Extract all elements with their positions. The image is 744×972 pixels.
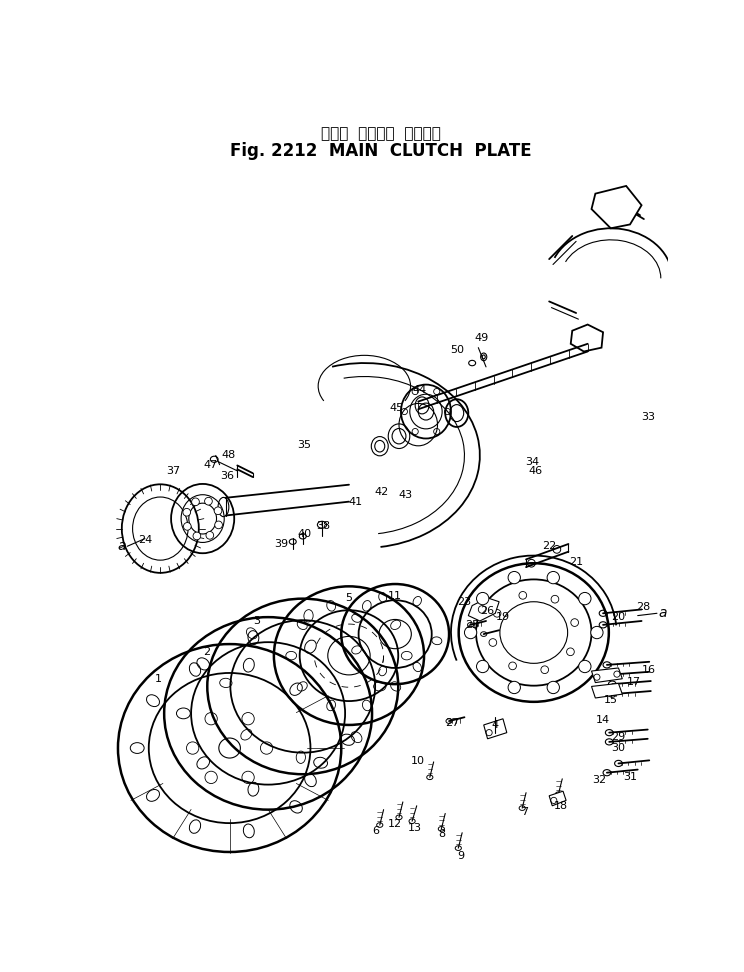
Circle shape xyxy=(464,626,477,639)
Text: 5: 5 xyxy=(345,593,353,603)
Circle shape xyxy=(476,660,489,673)
Text: 16: 16 xyxy=(642,665,656,675)
Polygon shape xyxy=(591,668,622,682)
Text: 50: 50 xyxy=(450,345,464,355)
Circle shape xyxy=(215,521,222,529)
Circle shape xyxy=(508,572,520,584)
Text: 31: 31 xyxy=(623,772,637,781)
Circle shape xyxy=(214,507,222,514)
Text: 40: 40 xyxy=(298,529,311,539)
Text: 15: 15 xyxy=(604,695,618,705)
Text: 44: 44 xyxy=(413,385,427,395)
Text: 41: 41 xyxy=(348,497,362,506)
Text: 2: 2 xyxy=(203,646,210,657)
Text: 43: 43 xyxy=(398,491,412,501)
Polygon shape xyxy=(591,186,641,228)
Circle shape xyxy=(184,523,191,531)
Polygon shape xyxy=(549,791,566,806)
Text: 29: 29 xyxy=(612,732,626,743)
Circle shape xyxy=(192,498,199,505)
Polygon shape xyxy=(591,683,622,698)
Text: 39: 39 xyxy=(274,539,288,549)
Text: 45: 45 xyxy=(390,402,404,413)
Text: 24: 24 xyxy=(138,536,152,545)
Text: 23: 23 xyxy=(458,597,472,607)
Text: 27: 27 xyxy=(445,717,459,728)
Text: 11: 11 xyxy=(388,591,403,602)
Text: 4: 4 xyxy=(492,720,498,730)
Text: 19: 19 xyxy=(496,612,510,622)
Circle shape xyxy=(579,593,591,605)
Text: 47: 47 xyxy=(203,460,217,469)
Circle shape xyxy=(476,593,489,605)
Text: 7: 7 xyxy=(521,807,528,816)
Text: 14: 14 xyxy=(596,714,610,724)
Polygon shape xyxy=(468,598,499,621)
Circle shape xyxy=(206,532,214,539)
Text: 38: 38 xyxy=(316,521,330,532)
Text: 1: 1 xyxy=(155,674,161,683)
Text: 9: 9 xyxy=(457,850,464,861)
Text: 6: 6 xyxy=(373,826,379,836)
Text: 34: 34 xyxy=(525,458,539,468)
Text: 13: 13 xyxy=(408,823,421,833)
Text: 12: 12 xyxy=(388,818,403,828)
Text: 36: 36 xyxy=(220,471,234,481)
Circle shape xyxy=(579,660,591,673)
Text: 28: 28 xyxy=(636,602,650,612)
Text: メイン  クラッチ  プレート: メイン クラッチ プレート xyxy=(321,126,441,141)
Text: 20: 20 xyxy=(612,612,626,622)
Text: 46: 46 xyxy=(528,466,542,476)
Text: 30: 30 xyxy=(612,743,626,753)
Text: 33: 33 xyxy=(641,412,655,422)
Text: a: a xyxy=(659,607,667,620)
Circle shape xyxy=(183,508,190,516)
Circle shape xyxy=(547,572,559,584)
Circle shape xyxy=(547,681,559,694)
Text: 3: 3 xyxy=(253,616,260,626)
Text: 48: 48 xyxy=(222,450,236,461)
Text: Fig. 2212  MAIN  CLUTCH  PLATE: Fig. 2212 MAIN CLUTCH PLATE xyxy=(231,142,532,160)
Text: 35: 35 xyxy=(298,440,311,450)
Circle shape xyxy=(591,626,603,639)
Circle shape xyxy=(205,498,212,505)
Text: 49: 49 xyxy=(474,333,489,343)
Text: 10: 10 xyxy=(411,756,426,766)
Text: 37: 37 xyxy=(167,466,181,476)
Polygon shape xyxy=(484,718,507,739)
Text: 32: 32 xyxy=(592,776,606,785)
Text: a: a xyxy=(118,539,126,553)
Text: 25: 25 xyxy=(465,620,479,630)
Text: 21: 21 xyxy=(569,557,583,567)
Text: 18: 18 xyxy=(554,801,568,811)
Text: 22: 22 xyxy=(542,541,557,551)
Text: 8: 8 xyxy=(437,829,445,839)
Text: 42: 42 xyxy=(374,487,388,497)
Polygon shape xyxy=(571,325,603,352)
Text: 17: 17 xyxy=(626,677,641,687)
Text: 26: 26 xyxy=(481,606,495,616)
Circle shape xyxy=(193,532,201,539)
Circle shape xyxy=(508,681,520,694)
